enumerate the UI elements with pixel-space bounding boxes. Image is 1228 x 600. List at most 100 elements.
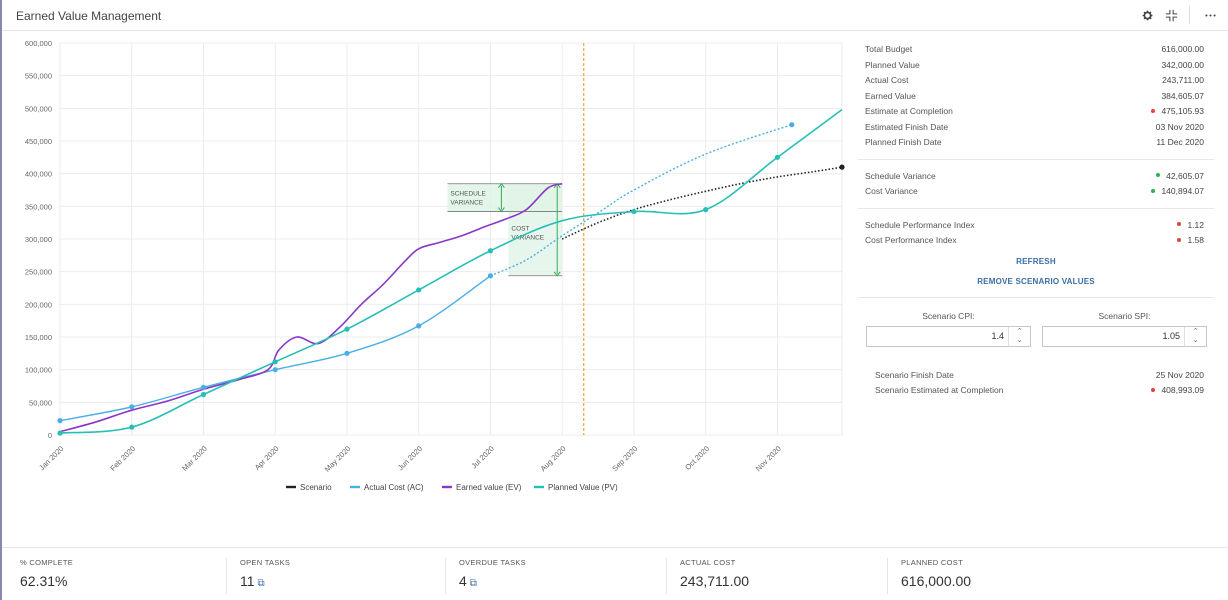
metric-earned-value: Earned Value 384,605.07 bbox=[865, 90, 1204, 101]
kpi-percent-complete: % COMPLETE 62.31% bbox=[20, 558, 74, 589]
scenario-spi-value[interactable]: 1.05 bbox=[1162, 330, 1180, 341]
x-tick-label: Mar 2020 bbox=[180, 444, 209, 473]
metrics-panel: Total Budget 616,000.00 Planned Value 34… bbox=[858, 42, 1214, 399]
cost-variance-label: COST bbox=[511, 226, 529, 233]
ac-marker bbox=[789, 122, 795, 128]
metric-total-budget: Total Budget 616,000.00 bbox=[865, 44, 1204, 54]
scenario-line bbox=[561, 166, 843, 240]
more-options-icon[interactable] bbox=[1200, 5, 1220, 25]
scenario-spi-stepper[interactable]: 1.05 ⌃ ⌄ bbox=[1042, 325, 1207, 347]
x-tick-label: Aug 2020 bbox=[539, 444, 568, 473]
y-tick-label: 500,000 bbox=[25, 104, 52, 113]
x-tick-label: Jan 2020 bbox=[37, 444, 65, 472]
kpi-overdue-tasks: OVERDUE TASKS 4 ⧉ bbox=[445, 558, 526, 600]
schedule-variance-arrow-head-top bbox=[498, 182, 505, 189]
chart-markers bbox=[57, 122, 845, 436]
status-dot-red bbox=[1177, 222, 1182, 227]
x-tick-label: Nov 2020 bbox=[754, 444, 783, 473]
scenario-eac: Scenario Estimated at Completion 408,993… bbox=[875, 385, 1204, 395]
ac-marker bbox=[272, 367, 278, 373]
cost-variance-arrow-head-bottom bbox=[553, 271, 561, 277]
kpi-separator bbox=[226, 558, 227, 594]
evm-chart: 0 50,000 100,000 150,000 200,000 250,000 300,0… bbox=[2, 31, 852, 521]
schedule-variance-label: VARIANCE bbox=[450, 200, 483, 207]
chevron-down-icon[interactable]: ⌄ bbox=[1192, 337, 1199, 344]
scenario-spi-label: Scenario SPI: bbox=[1098, 310, 1151, 321]
y-tick-label: 450,000 bbox=[25, 137, 52, 146]
stepper-arrows: ⌃ ⌄ bbox=[1008, 326, 1030, 346]
kpi-open-tasks: OPEN TASKS 11 ⧉ bbox=[226, 558, 290, 600]
y-tick-label: 550,000 bbox=[25, 72, 52, 81]
x-tick-label: Jul 2020 bbox=[469, 444, 495, 470]
pv-marker bbox=[272, 359, 278, 365]
open-in-new-icon[interactable]: ⧉ bbox=[257, 578, 265, 589]
scenario-cpi-label: Scenario CPI: bbox=[922, 310, 975, 321]
metric-cpi: Cost Performance Index 1.58 bbox=[865, 235, 1204, 245]
x-tick-label: Apr 2020 bbox=[253, 444, 281, 472]
open-in-new-icon[interactable]: ⧉ bbox=[469, 578, 477, 589]
kpi-separator bbox=[445, 558, 446, 594]
variance-annotations: SCHEDULE VARIANCE COST VARIANCE bbox=[447, 182, 563, 277]
ac-marker bbox=[344, 350, 350, 356]
metric-cost-variance: Cost Variance 140,894.07 bbox=[865, 186, 1204, 196]
y-tick-label: 150,000 bbox=[25, 333, 52, 342]
scenario-cpi-value[interactable]: 1.4 bbox=[991, 330, 1004, 341]
legend-entry: Actual Cost (AC) bbox=[364, 483, 424, 492]
y-tick-label: 100,000 bbox=[25, 366, 52, 375]
divider bbox=[858, 207, 1214, 209]
pv-marker bbox=[774, 154, 781, 160]
chevron-up-icon[interactable]: ⌃ bbox=[1192, 328, 1199, 335]
refresh-button[interactable]: REFRESH bbox=[1016, 256, 1056, 266]
chevron-up-icon[interactable]: ⌃ bbox=[1016, 328, 1023, 335]
pv-marker bbox=[129, 424, 135, 430]
cost-variance-label: VARIANCE bbox=[511, 235, 544, 242]
y-tick-label: 400,000 bbox=[25, 170, 52, 179]
y-tick-label: 0 bbox=[48, 431, 52, 440]
kpi-planned-cost: PLANNED COST 616,000.00 bbox=[887, 558, 971, 600]
scenario-cpi-stepper[interactable]: 1.4 ⌃ ⌄ bbox=[866, 325, 1031, 347]
collapse-icon[interactable] bbox=[1161, 5, 1181, 25]
chart-svg: 0 50,000 100,000 150,000 200,000 250,000 300,0… bbox=[25, 39, 845, 492]
pv-marker bbox=[703, 207, 709, 213]
gear-icon[interactable] bbox=[1137, 5, 1157, 25]
y-axis-ticks: 0 50,000 100,000 150,000 200,000 250,000 300,0… bbox=[25, 39, 52, 440]
scenario-marker bbox=[839, 164, 845, 170]
divider bbox=[858, 296, 1214, 298]
earned-value-line bbox=[59, 182, 563, 433]
y-tick-label: 50,000 bbox=[29, 398, 52, 407]
metric-schedule-variance: Schedule Variance 42,605.07 bbox=[865, 170, 1204, 181]
pv-marker bbox=[57, 430, 63, 436]
status-dot-green bbox=[1156, 173, 1161, 178]
x-tick-label: May 2020 bbox=[323, 444, 353, 474]
legend-entry: Planned Value (PV) bbox=[548, 483, 618, 492]
schedule-variance-arrow-head-bottom bbox=[498, 207, 505, 213]
stepper-arrows: ⌃ ⌄ bbox=[1184, 326, 1206, 346]
metric-eac: Estimate at Completion 475,105.93 bbox=[865, 106, 1204, 116]
x-tick-label: Feb 2020 bbox=[108, 444, 137, 473]
actual-cost-forecast-line bbox=[490, 124, 793, 277]
ac-marker bbox=[57, 418, 63, 424]
pv-marker bbox=[416, 287, 422, 293]
legend-entry: Earned value (EV) bbox=[456, 483, 522, 492]
metric-planned-value: Planned Value 342,000.00 bbox=[865, 59, 1204, 70]
y-tick-label: 350,000 bbox=[25, 202, 52, 211]
scenario-inputs: Scenario CPI: 1.4 ⌃ ⌄ Scenario SPI: 1.05… bbox=[858, 308, 1214, 368]
remove-scenario-button[interactable]: REMOVE SCENARIO VALUES bbox=[977, 276, 1095, 286]
ac-marker bbox=[129, 404, 135, 410]
chevron-down-icon[interactable]: ⌄ bbox=[1016, 337, 1023, 344]
scenario-finish-date: Scenario Finish Date 25 Nov 2020 bbox=[875, 369, 1204, 380]
metric-planned-finish: Planned Finish Date 11 Dec 2020 bbox=[865, 137, 1204, 147]
chart-legend: Scenario Actual Cost (AC) Earned value (EV… bbox=[286, 483, 618, 492]
kpi-separator bbox=[887, 558, 888, 594]
x-tick-label: Sep 2020 bbox=[610, 444, 639, 473]
ac-marker bbox=[416, 323, 422, 329]
header-tools bbox=[1133, 5, 1220, 25]
scenario-spi-group: Scenario SPI: 1.05 ⌃ ⌄ bbox=[1042, 308, 1207, 347]
metric-actual-cost: Actual Cost 243,711.00 bbox=[865, 75, 1204, 85]
kpi-actual-cost: ACTUAL COST 243,711.00 bbox=[666, 558, 749, 600]
schedule-variance-label: SCHEDULE bbox=[450, 191, 486, 198]
y-tick-label: 250,000 bbox=[25, 268, 52, 277]
legend-entry: Scenario bbox=[300, 483, 332, 492]
status-dot-red bbox=[1151, 387, 1156, 392]
